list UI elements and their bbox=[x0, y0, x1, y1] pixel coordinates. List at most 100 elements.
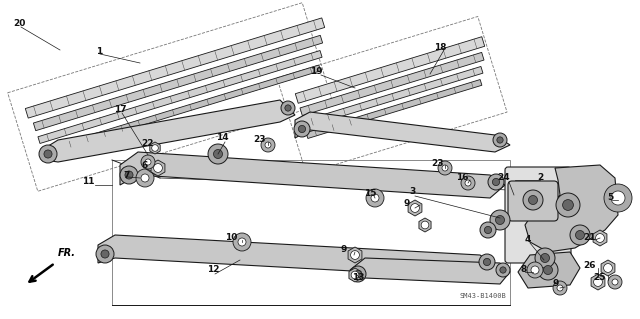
Circle shape bbox=[492, 178, 500, 186]
Polygon shape bbox=[26, 18, 324, 118]
Text: 22: 22 bbox=[141, 139, 154, 149]
Circle shape bbox=[493, 133, 507, 147]
Text: 8: 8 bbox=[521, 265, 527, 275]
Polygon shape bbox=[408, 200, 422, 216]
Text: 7: 7 bbox=[124, 170, 130, 180]
Circle shape bbox=[44, 150, 52, 158]
Circle shape bbox=[208, 144, 228, 164]
Circle shape bbox=[570, 225, 590, 245]
Polygon shape bbox=[151, 160, 165, 176]
Polygon shape bbox=[295, 112, 510, 152]
Circle shape bbox=[604, 263, 612, 272]
Text: 11: 11 bbox=[82, 177, 94, 187]
Circle shape bbox=[543, 265, 552, 275]
Circle shape bbox=[557, 285, 563, 291]
Polygon shape bbox=[349, 268, 361, 282]
Circle shape bbox=[553, 281, 567, 295]
Circle shape bbox=[261, 138, 275, 152]
Circle shape bbox=[145, 159, 151, 165]
Polygon shape bbox=[98, 235, 495, 278]
Circle shape bbox=[101, 250, 109, 258]
Circle shape bbox=[281, 101, 295, 115]
Polygon shape bbox=[525, 165, 618, 252]
Text: 5: 5 bbox=[607, 192, 613, 202]
Polygon shape bbox=[45, 100, 295, 162]
Polygon shape bbox=[120, 152, 505, 198]
FancyBboxPatch shape bbox=[508, 181, 558, 221]
Text: 15: 15 bbox=[364, 189, 376, 197]
Circle shape bbox=[214, 150, 223, 159]
Circle shape bbox=[238, 238, 246, 246]
Polygon shape bbox=[150, 142, 160, 154]
Text: 3: 3 bbox=[409, 188, 415, 197]
Text: SM43-B1400B: SM43-B1400B bbox=[460, 293, 507, 299]
Circle shape bbox=[141, 155, 155, 169]
Text: FR.: FR. bbox=[58, 248, 76, 258]
Circle shape bbox=[294, 121, 310, 137]
Circle shape bbox=[39, 145, 57, 163]
Circle shape bbox=[461, 176, 475, 190]
Circle shape bbox=[563, 200, 573, 211]
Circle shape bbox=[523, 190, 543, 210]
Circle shape bbox=[479, 254, 495, 270]
Circle shape bbox=[285, 105, 291, 111]
Circle shape bbox=[350, 266, 366, 282]
Text: 20: 20 bbox=[13, 19, 25, 28]
Circle shape bbox=[371, 194, 379, 202]
Text: 23: 23 bbox=[432, 159, 444, 167]
Circle shape bbox=[490, 210, 510, 230]
Text: 23: 23 bbox=[253, 135, 266, 144]
Circle shape bbox=[442, 165, 448, 171]
Polygon shape bbox=[593, 230, 607, 246]
Text: 1: 1 bbox=[96, 47, 102, 56]
Text: 24: 24 bbox=[498, 174, 510, 182]
Circle shape bbox=[496, 263, 510, 277]
Text: 17: 17 bbox=[114, 105, 126, 114]
Polygon shape bbox=[419, 218, 431, 232]
Circle shape bbox=[351, 251, 360, 259]
Circle shape bbox=[233, 233, 251, 251]
Text: 10: 10 bbox=[225, 233, 237, 241]
Circle shape bbox=[497, 137, 503, 143]
FancyBboxPatch shape bbox=[505, 167, 571, 263]
Circle shape bbox=[484, 226, 492, 234]
Circle shape bbox=[612, 279, 618, 285]
Circle shape bbox=[483, 258, 491, 266]
Polygon shape bbox=[348, 247, 362, 263]
Text: 9: 9 bbox=[341, 244, 347, 254]
Polygon shape bbox=[303, 66, 483, 128]
Text: 6: 6 bbox=[142, 161, 148, 170]
Text: 16: 16 bbox=[456, 173, 468, 182]
Polygon shape bbox=[350, 258, 510, 284]
Circle shape bbox=[136, 169, 154, 187]
Circle shape bbox=[355, 271, 362, 278]
Polygon shape bbox=[38, 50, 322, 144]
Circle shape bbox=[120, 166, 138, 184]
Circle shape bbox=[96, 245, 114, 263]
Circle shape bbox=[125, 171, 133, 179]
Circle shape bbox=[438, 161, 452, 175]
Circle shape bbox=[298, 125, 306, 133]
Circle shape bbox=[421, 221, 429, 229]
Text: 25: 25 bbox=[594, 273, 606, 283]
Polygon shape bbox=[44, 65, 321, 155]
Text: 2: 2 bbox=[537, 173, 543, 182]
Circle shape bbox=[535, 248, 555, 268]
Circle shape bbox=[575, 231, 584, 240]
Circle shape bbox=[141, 174, 149, 182]
Text: 9: 9 bbox=[404, 198, 410, 207]
Polygon shape bbox=[306, 79, 482, 138]
Text: 13: 13 bbox=[352, 273, 364, 283]
Circle shape bbox=[154, 164, 163, 172]
Circle shape bbox=[611, 191, 625, 205]
Circle shape bbox=[265, 142, 271, 148]
Polygon shape bbox=[518, 252, 580, 288]
Circle shape bbox=[366, 189, 384, 207]
Text: 19: 19 bbox=[310, 68, 323, 77]
Text: 4: 4 bbox=[525, 235, 531, 244]
Circle shape bbox=[556, 193, 580, 217]
Polygon shape bbox=[33, 35, 323, 131]
Circle shape bbox=[538, 260, 558, 280]
Circle shape bbox=[594, 278, 602, 286]
Text: 9: 9 bbox=[553, 279, 559, 288]
